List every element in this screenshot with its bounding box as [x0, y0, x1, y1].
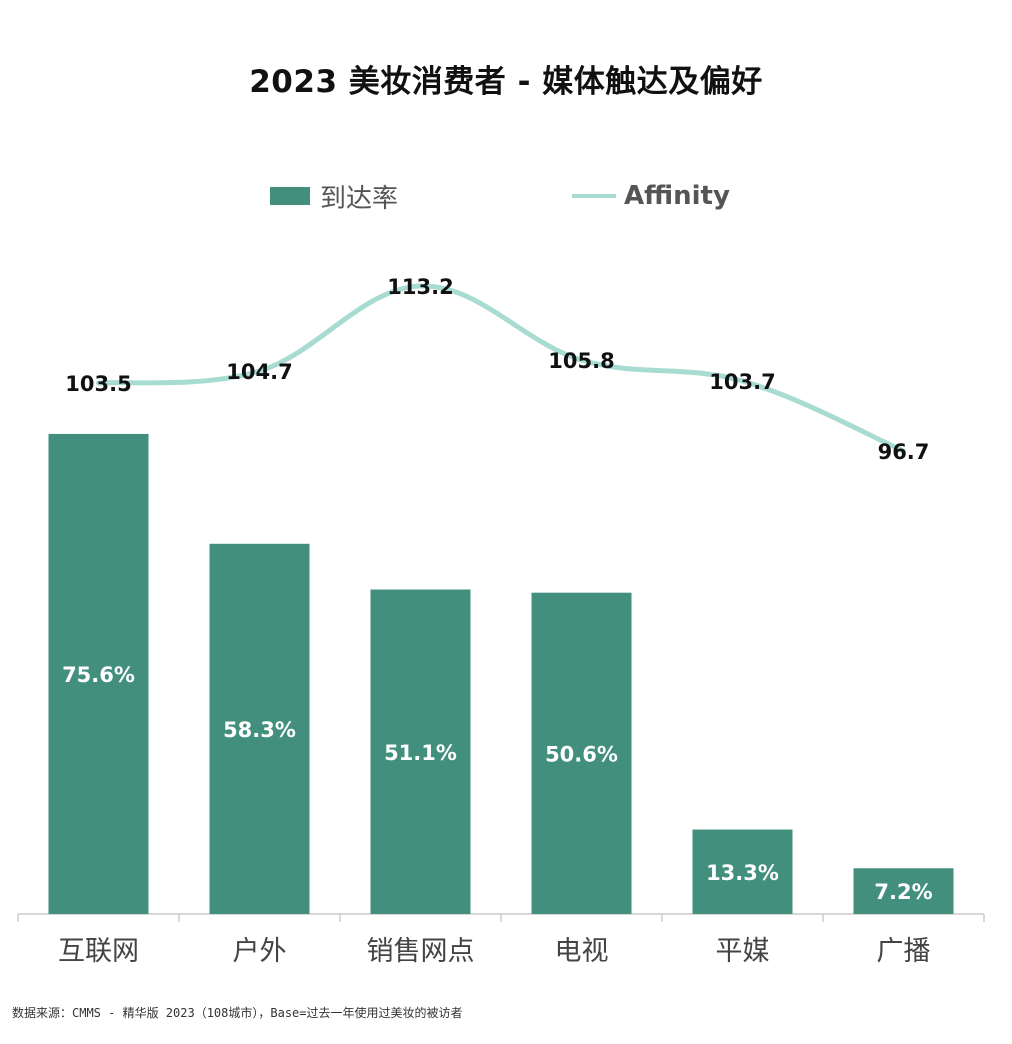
bar-value-label: 7.2%: [874, 880, 932, 904]
category-label: 互联网: [58, 936, 139, 967]
category-label: 销售网点: [367, 936, 475, 967]
chart-title: 2023 美妆消费者 - 媒体触达及偏好: [249, 64, 763, 100]
legend-item-affinity: Affinity: [572, 174, 730, 218]
bar-reach: [370, 589, 471, 914]
legend-swatch-bar: [270, 187, 310, 205]
affinity-value-label: 104.7: [226, 360, 292, 384]
bar-value-label: 75.6%: [62, 663, 135, 687]
affinity-line: [96, 283, 906, 454]
legend-label-affinity: Affinity: [624, 181, 730, 211]
bar-reach: [853, 868, 954, 914]
affinity-value-label: 103.7: [709, 370, 775, 394]
legend-label-reach: 到达率: [320, 183, 399, 214]
affinity-value-label: 113.2: [387, 275, 453, 299]
affinity-value-label: 105.8: [548, 349, 614, 373]
bar-value-label: 50.6%: [545, 742, 618, 766]
legend-swatch-line: [572, 194, 616, 198]
bar-reach: [48, 433, 149, 914]
source-note: 数据来源：CMMS - 精华版 2023（108城市），Base=过去一年使用过…: [12, 1006, 463, 1020]
affinity-value-label: 103.5: [65, 372, 131, 396]
category-label: 广播: [877, 936, 931, 967]
bar-value-label: 58.3%: [223, 718, 296, 742]
category-label: 户外: [233, 936, 287, 967]
category-label: 平媒: [716, 936, 770, 967]
affinity-value-label: 96.7: [878, 440, 930, 464]
bar-reach: [531, 592, 632, 914]
bar-value-label: 13.3%: [706, 861, 779, 885]
category-label: 电视: [555, 936, 609, 967]
bar-reach: [209, 543, 310, 914]
media-reach-chart: 75.6% 互联网 58.3% 户外 51.1% 销售网点 50.6% 电视 13.3% 平媒 7.…: [17, 275, 985, 967]
chart-legend: 到达率 Affinity: [0, 174, 1012, 218]
bar-reach: [692, 829, 793, 914]
legend-item-reach: 到达率: [270, 174, 398, 218]
bar-value-label: 51.1%: [384, 741, 457, 765]
